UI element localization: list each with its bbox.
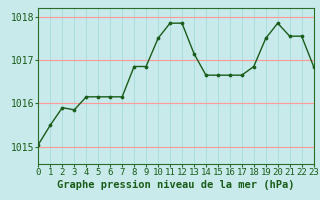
- X-axis label: Graphe pression niveau de la mer (hPa): Graphe pression niveau de la mer (hPa): [57, 180, 295, 190]
